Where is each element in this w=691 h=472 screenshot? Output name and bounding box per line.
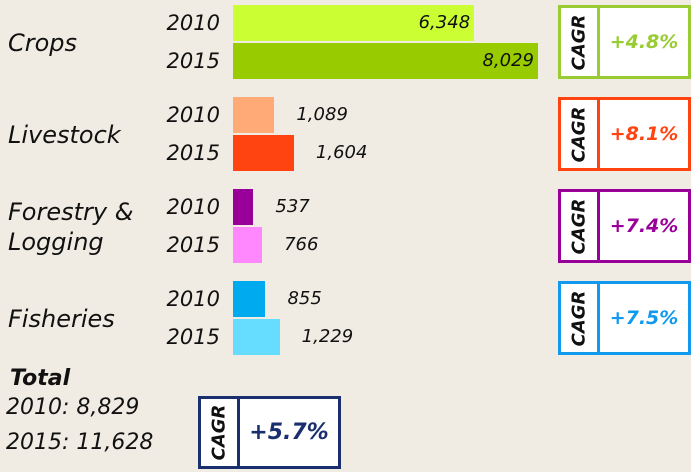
bar (233, 189, 254, 225)
cagr-title-cell: CAGR (561, 100, 600, 168)
year-label: 2015 (166, 141, 220, 165)
bar (233, 5, 475, 41)
cagr-title-cell: CAGR (201, 399, 240, 466)
cagr-box: CAGR +4.8% (558, 5, 691, 79)
value-label: 8,029 (482, 50, 534, 71)
year-label: 2015 (166, 233, 220, 257)
bar (233, 43, 538, 79)
year-label: 2010 (166, 103, 220, 127)
year-label: 2015 (166, 325, 220, 349)
cagr-box: CAGR +5.7% (198, 396, 341, 469)
category-label: Crops (8, 29, 78, 57)
value-label: 537 (275, 196, 310, 217)
cagr-title: CAGR (568, 106, 590, 162)
year-label: 2010 (166, 195, 220, 219)
cagr-title: CAGR (208, 404, 230, 461)
bar (233, 319, 280, 355)
category-label: Forestry & Logging (8, 198, 134, 256)
cagr-title-cell: CAGR (561, 284, 600, 352)
bar (233, 227, 263, 263)
cagr-title-cell: CAGR (561, 8, 600, 76)
total-value: 2015: 11,628 (6, 430, 154, 455)
value-label: 855 (287, 288, 322, 309)
cagr-title: CAGR (568, 198, 590, 254)
value-label: 1,229 (301, 326, 354, 347)
year-label: 2015 (166, 49, 220, 73)
bar (233, 97, 275, 133)
cagr-value: +7.5% (609, 307, 679, 329)
cagr-value: +8.1% (609, 123, 679, 145)
cagr-value: +7.4% (609, 215, 679, 237)
year-label: 2010 (166, 11, 220, 35)
cagr-box: CAGR +7.4% (558, 189, 691, 263)
value-label: 766 (284, 234, 319, 255)
cagr-box: CAGR +8.1% (558, 97, 691, 171)
cagr-box: CAGR +7.5% (558, 281, 691, 355)
cagr-title: CAGR (568, 290, 590, 346)
cagr-title: CAGR (568, 14, 590, 70)
category-label: Livestock (8, 121, 121, 149)
total-title: Total (10, 366, 71, 391)
value-label: 6,348 (418, 12, 471, 33)
value-label: 1,604 (315, 142, 368, 163)
cagr-value: +4.8% (609, 31, 679, 53)
cagr-value: +5.7% (249, 420, 329, 445)
bar (233, 135, 294, 171)
cagr-title-cell: CAGR (561, 192, 600, 260)
total-value: 2010: 8,829 (6, 395, 140, 420)
year-label: 2010 (166, 287, 220, 311)
category-label: Fisheries (8, 305, 115, 333)
value-label: 1,089 (296, 104, 348, 125)
bar (233, 281, 266, 317)
